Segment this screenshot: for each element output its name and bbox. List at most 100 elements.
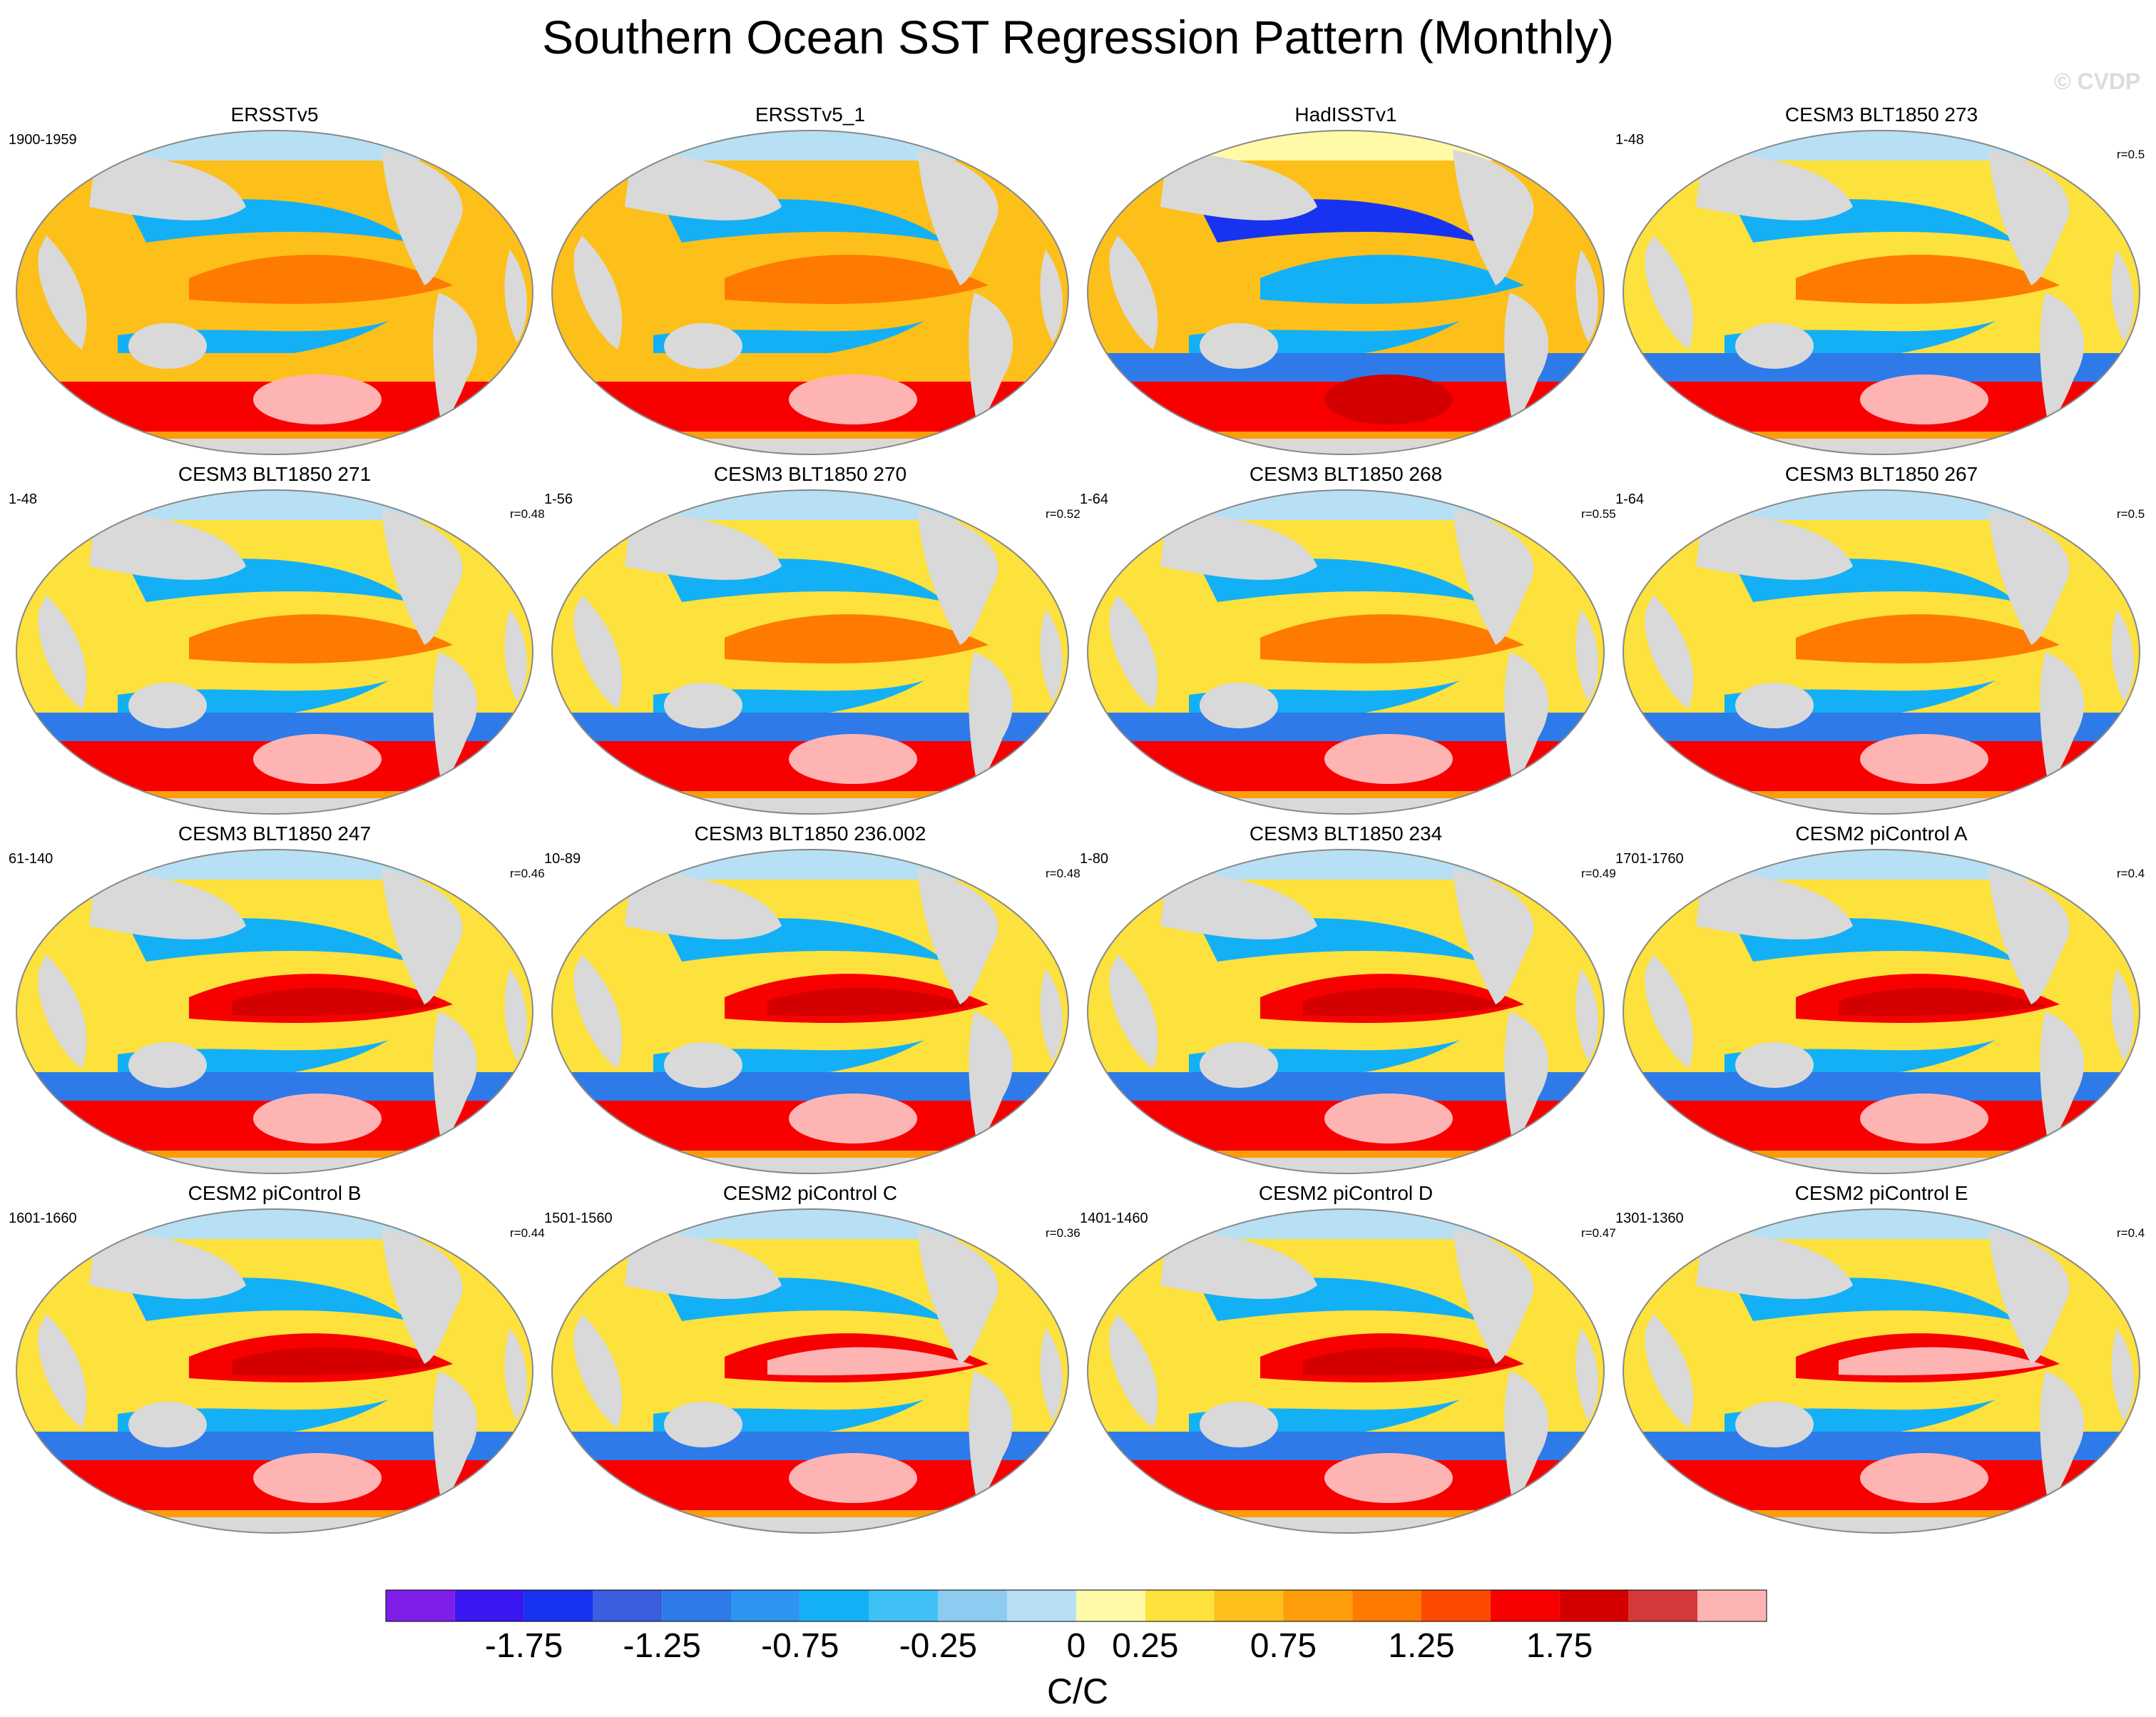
sst-regression-field [552, 131, 1068, 454]
panel-years: 1900-1959 [9, 132, 77, 148]
sst-regression-field [16, 131, 533, 454]
sst-regression-field [16, 1209, 533, 1533]
map-panel: HadISSTv1 [1087, 103, 1605, 455]
cvdp-watermark: © CVDP [2054, 68, 2141, 94]
panel-title: CESM3 BLT1850 234 [1250, 822, 1442, 845]
sst-regression-field [16, 490, 533, 814]
map-outline [16, 489, 533, 815]
sst-regression-field [1088, 850, 1604, 1173]
panel-correlation: r=0.5 [2117, 507, 2145, 521]
map-outline [551, 130, 1069, 455]
map-outline [551, 489, 1069, 815]
colorbar-tick-label: -1.25 [623, 1627, 700, 1665]
panel-title: CESM3 BLT1850 247 [178, 822, 371, 845]
map-panel: CESM3 BLT1850 267 1-64 r=0.5 [1615, 463, 2145, 815]
map-outline [1623, 489, 2140, 815]
panel-title: ERSSTv5_1 [755, 103, 865, 126]
colorbar-swatch [1007, 1590, 1076, 1621]
panel-years: 1-64 [1080, 491, 1108, 507]
colorbar-swatch [1559, 1590, 1629, 1621]
sst-regression-field [1623, 131, 2140, 454]
panel-years: 1501-1560 [544, 1211, 613, 1226]
panel-title: CESM3 BLT1850 273 [1785, 103, 1978, 126]
sst-regression-field [1623, 490, 2140, 814]
panel-years: 1-64 [1615, 491, 1644, 507]
map-panel: CESM3 BLT1850 268 1-64 r=0.55 [1080, 463, 1616, 815]
panel-title: ERSSTv5 [231, 103, 319, 126]
colorbar-tick-label: -0.25 [899, 1627, 977, 1665]
colorbar-swatch [593, 1590, 663, 1621]
map-outline [1623, 130, 2140, 455]
colorbar-unit-label: C/C [1047, 1671, 1108, 1711]
colorbar-swatch [1076, 1590, 1145, 1621]
panel-title: CESM3 BLT1850 267 [1785, 463, 1978, 485]
map-outline [551, 1208, 1069, 1534]
colorbar-swatch [454, 1590, 524, 1621]
panel-title: CESM2 piControl B [188, 1182, 362, 1204]
map-panel: CESM2 piControl E 1301-1360 r=0.4 [1615, 1182, 2145, 1534]
map-outline [551, 849, 1069, 1174]
panel-correlation: r=0.46 [510, 867, 545, 880]
map-panel: CESM3 BLT1850 234 1-80 r=0.49 [1080, 822, 1616, 1174]
colorbar-swatch [1421, 1590, 1491, 1621]
panel-years: 1601-1660 [9, 1211, 77, 1226]
panel-correlation: r=0.4 [2117, 1226, 2145, 1240]
map-outline [1623, 849, 2140, 1174]
colorbar-swatch [938, 1590, 1008, 1621]
panel-correlation: r=0.44 [510, 1226, 545, 1240]
map-panel: CESM2 piControl D 1401-1460 r=0.47 [1080, 1182, 1616, 1534]
sst-regression-field [552, 490, 1068, 814]
map-outline [16, 130, 533, 455]
colorbar-tick-label: -1.75 [485, 1627, 563, 1665]
panel-title: CESM2 piControl A [1795, 822, 1968, 845]
panel-years: 1301-1360 [1615, 1211, 1684, 1226]
panel-title: CESM2 piControl D [1259, 1182, 1433, 1204]
panel-title: CESM3 BLT1850 268 [1250, 463, 1442, 485]
colorbar-tick-label: 1.75 [1526, 1627, 1593, 1665]
map-outline [1087, 1208, 1605, 1534]
panel-correlation: r=0.55 [1581, 507, 1616, 521]
map-outline [16, 849, 533, 1174]
map-panel: CESM2 piControl C 1501-1560 r=0.36 [544, 1182, 1080, 1534]
panel-correlation: r=0.48 [1046, 867, 1080, 880]
colorbar-tick-label: 0 [1067, 1627, 1086, 1665]
panel-title: CESM3 BLT1850 271 [178, 463, 371, 485]
sst-regression-field [1623, 1209, 2140, 1533]
panel-title: CESM3 BLT1850 270 [714, 463, 906, 485]
map-panel: CESM3 BLT1850 270 1-56 r=0.52 [544, 463, 1080, 815]
panel-years: 1401-1460 [1080, 1211, 1148, 1226]
panel-correlation: r=0.47 [1581, 1226, 1616, 1240]
colorbar-swatch [1283, 1590, 1353, 1621]
panel-years: 1-48 [1615, 132, 1644, 148]
map-panel: CESM2 piControl B 1601-1660 r=0.44 [9, 1182, 545, 1534]
panel-title: CESM3 BLT1850 236.002 [695, 822, 926, 845]
panel-years: 10-89 [544, 851, 581, 867]
sst-regression-field [1623, 850, 2140, 1173]
colorbar-swatch [1145, 1590, 1215, 1621]
sst-regression-field [16, 850, 533, 1173]
panel-correlation: r=0.48 [510, 507, 545, 521]
sst-regression-field [552, 850, 1068, 1173]
colorbar: -1.75 -1.25 -0.75 -0.25 0 0.25 0.75 1.25 1.75 C/… [385, 1589, 1767, 1711]
colorbar-swatch [1352, 1590, 1421, 1621]
colorbar-swatch [869, 1590, 939, 1621]
map-panel: ERSSTv5 1900-1959 [9, 103, 533, 455]
map-outline [1087, 130, 1605, 455]
colorbar-swatch [731, 1590, 800, 1621]
colorbar-swatch [1214, 1590, 1284, 1621]
colorbar-swatch [1697, 1590, 1767, 1621]
sst-regression-field [1088, 131, 1604, 454]
sst-regression-field [552, 1209, 1068, 1533]
panel-years: 1-48 [9, 491, 37, 507]
colorbar-frame [385, 1589, 1767, 1622]
colorbar-swatch [523, 1590, 593, 1621]
panel-correlation: r=0.4 [2117, 867, 2145, 880]
panel-years: 1701-1760 [1615, 851, 1684, 867]
panel-years: 1-80 [1080, 851, 1108, 867]
sst-regression-field [1088, 490, 1604, 814]
panel-years: 1-56 [544, 491, 573, 507]
panel-correlation: r=0.49 [1581, 867, 1616, 880]
map-panel: CESM2 piControl A 1701-1760 r=0.4 [1615, 822, 2145, 1174]
map-panel: CESM3 BLT1850 273 1-48 r=0.5 [1615, 103, 2145, 455]
colorbar-tick-label: 0.25 [1112, 1627, 1178, 1665]
